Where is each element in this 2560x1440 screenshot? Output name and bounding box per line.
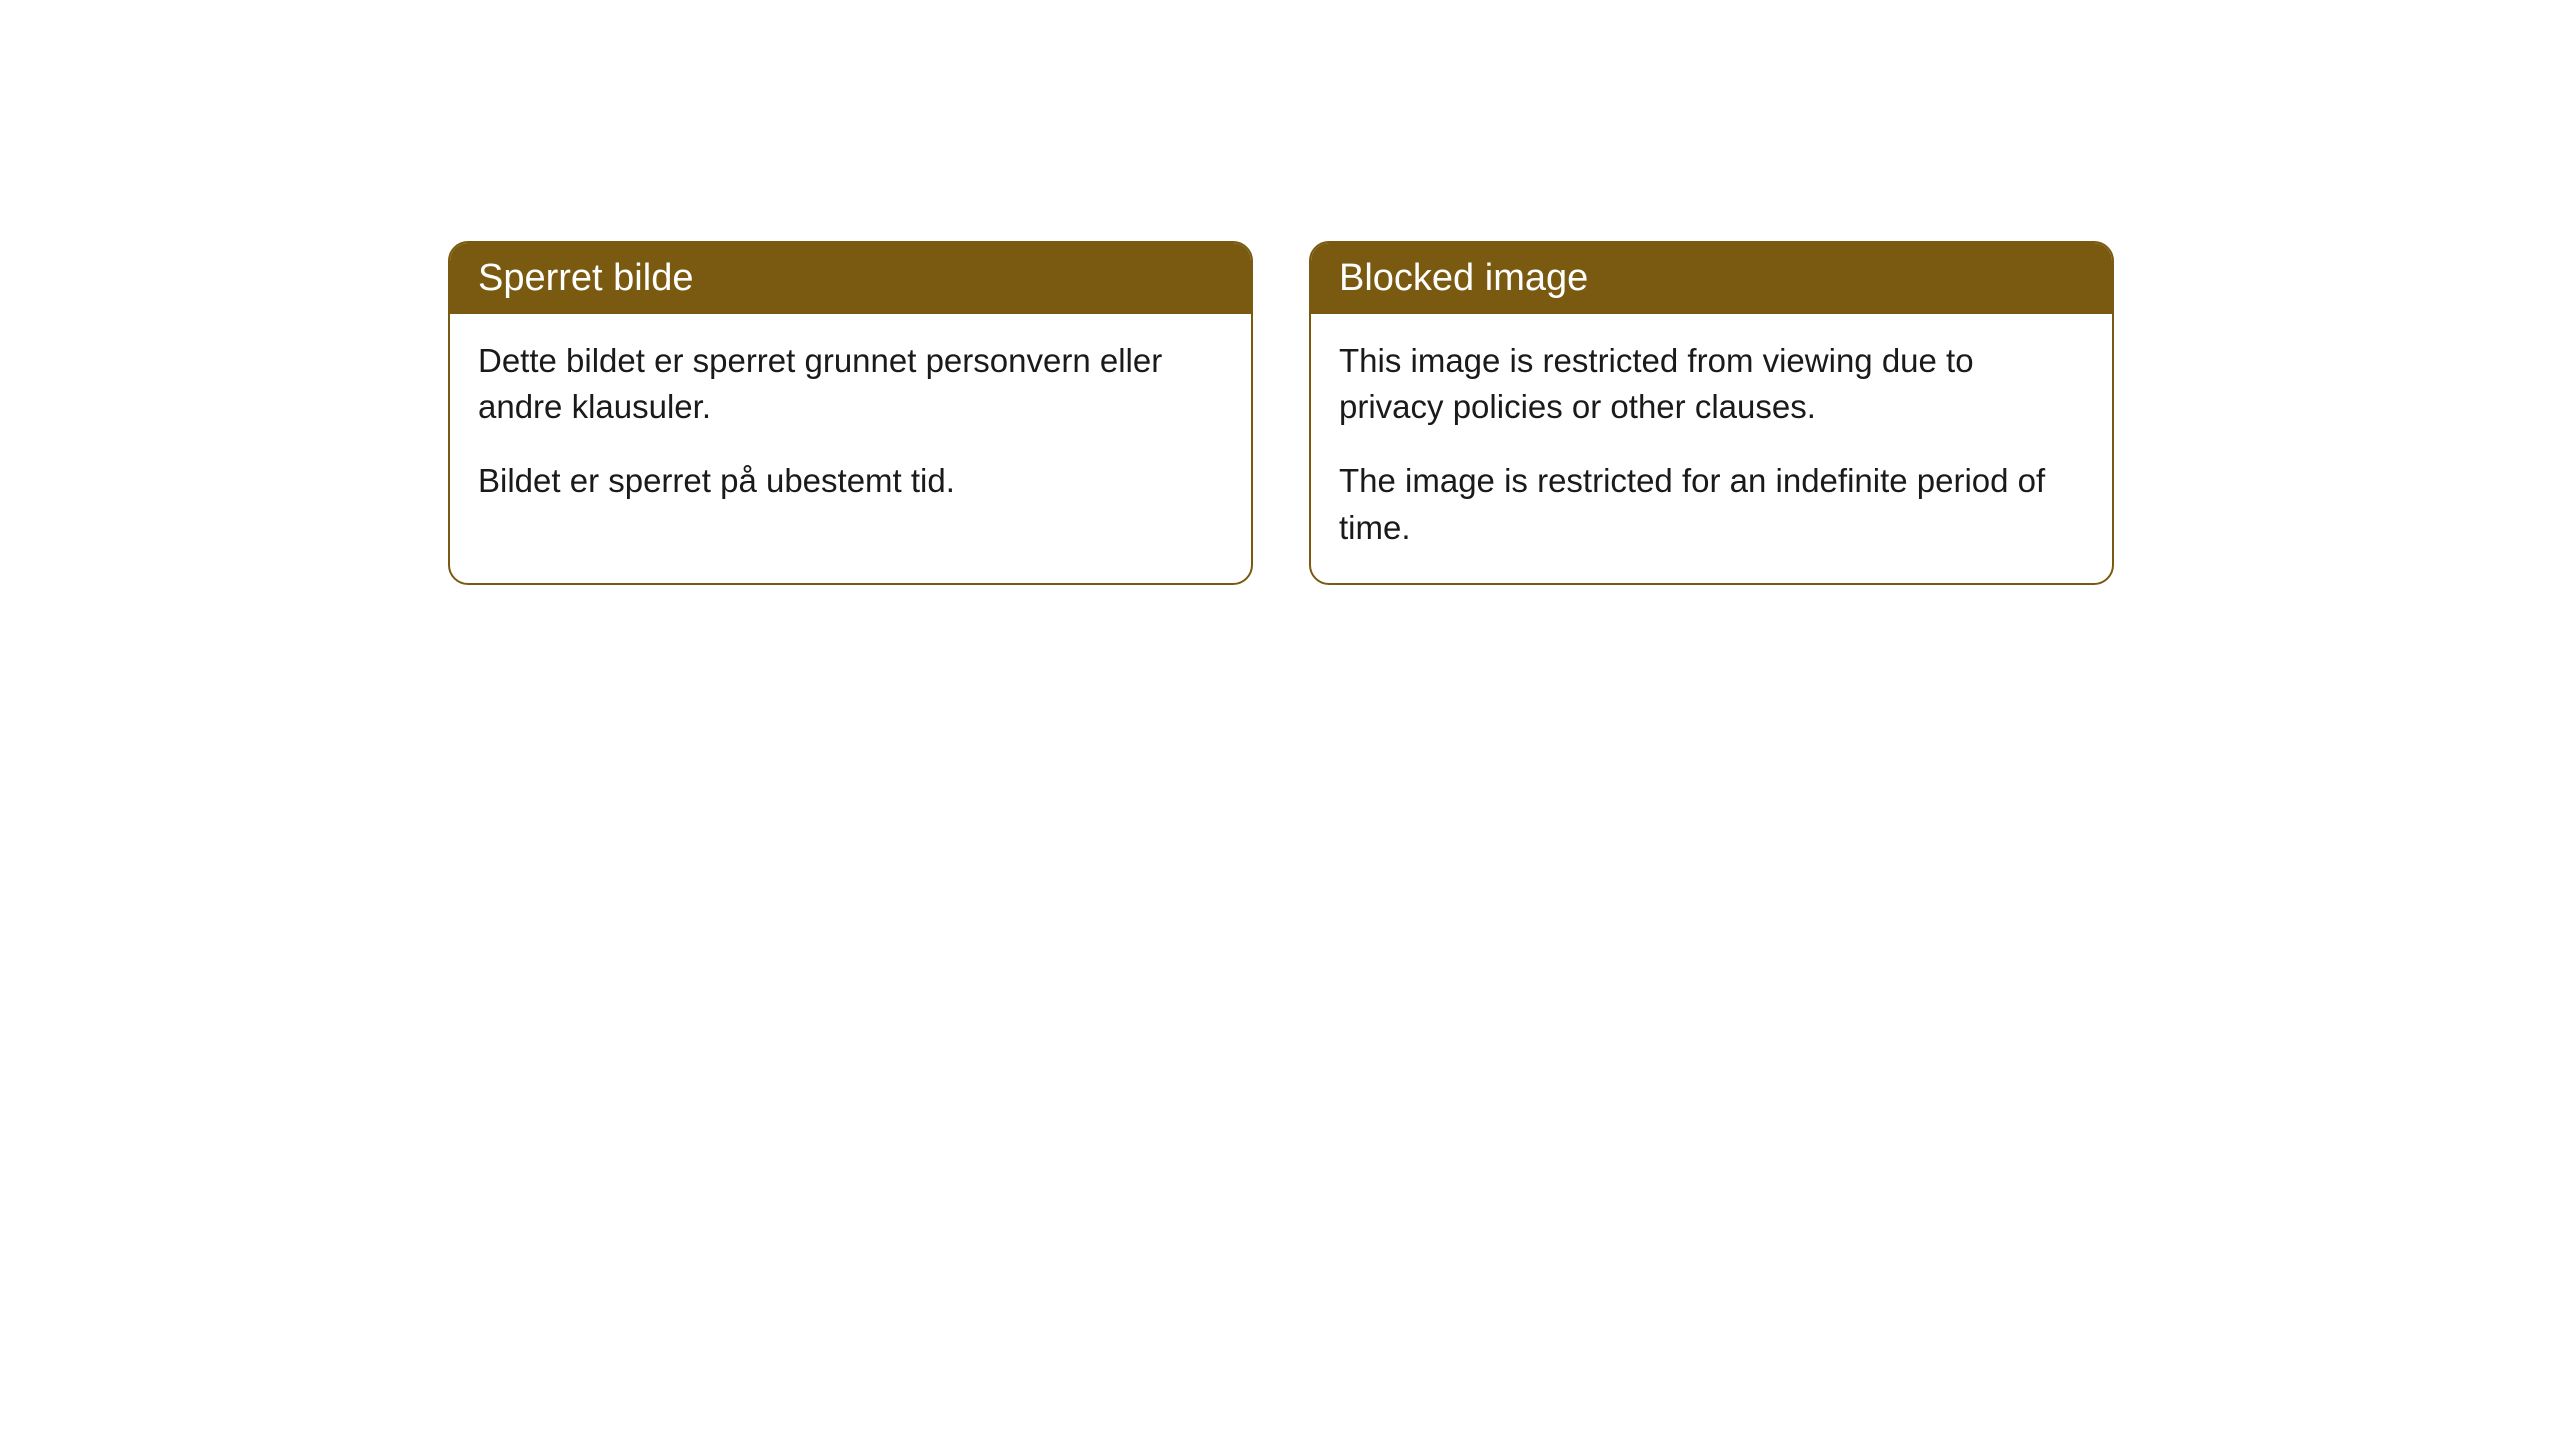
notice-card-norwegian: Sperret bilde Dette bildet er sperret gr… <box>448 241 1253 585</box>
card-header-english: Blocked image <box>1311 243 2112 314</box>
card-body-norwegian: Dette bildet er sperret grunnet personve… <box>450 314 1251 537</box>
notice-card-english: Blocked image This image is restricted f… <box>1309 241 2114 585</box>
card-header-norwegian: Sperret bilde <box>450 243 1251 314</box>
card-paragraph: Bildet er sperret på ubestemt tid. <box>478 458 1223 504</box>
notice-cards-container: Sperret bilde Dette bildet er sperret gr… <box>448 241 2114 585</box>
card-paragraph: Dette bildet er sperret grunnet personve… <box>478 338 1223 430</box>
card-paragraph: This image is restricted from viewing du… <box>1339 338 2084 430</box>
card-title: Blocked image <box>1339 257 1588 299</box>
card-title: Sperret bilde <box>478 257 693 299</box>
card-body-english: This image is restricted from viewing du… <box>1311 314 2112 583</box>
card-paragraph: The image is restricted for an indefinit… <box>1339 458 2084 550</box>
